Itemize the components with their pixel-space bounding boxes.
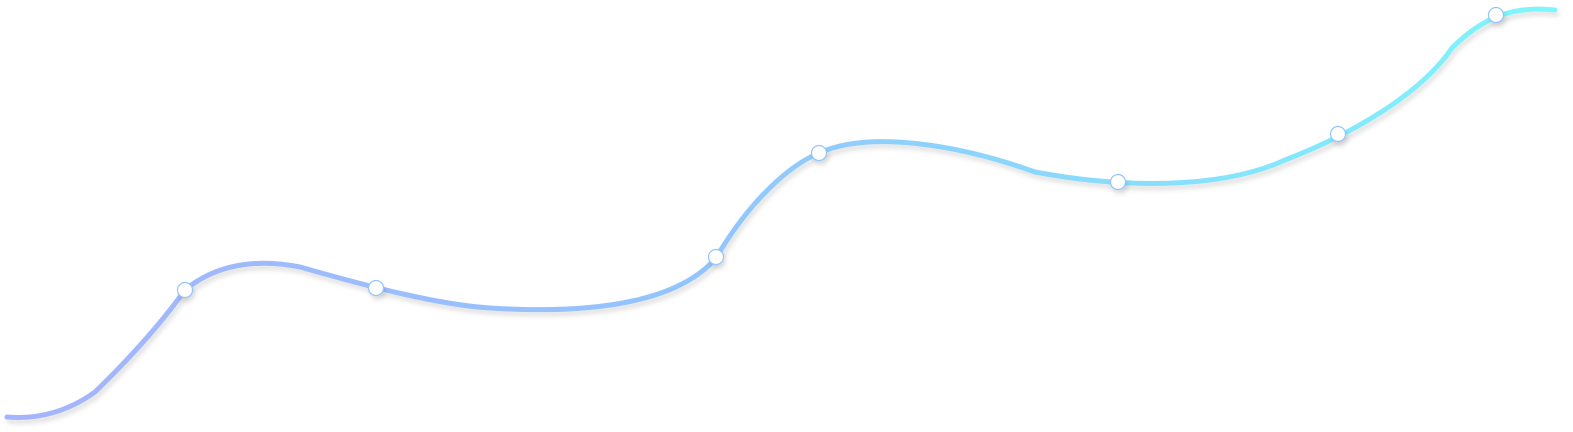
curve-line	[4, 6, 1558, 421]
milestone-node[interactable]	[1487, 6, 1505, 24]
milestone-node[interactable]	[810, 144, 828, 162]
milestone-node[interactable]	[367, 279, 385, 297]
milestone-node[interactable]	[176, 281, 194, 299]
milestone-node[interactable]	[1109, 173, 1127, 191]
milestone-node[interactable]	[1329, 125, 1347, 143]
milestone-node[interactable]	[707, 248, 725, 266]
